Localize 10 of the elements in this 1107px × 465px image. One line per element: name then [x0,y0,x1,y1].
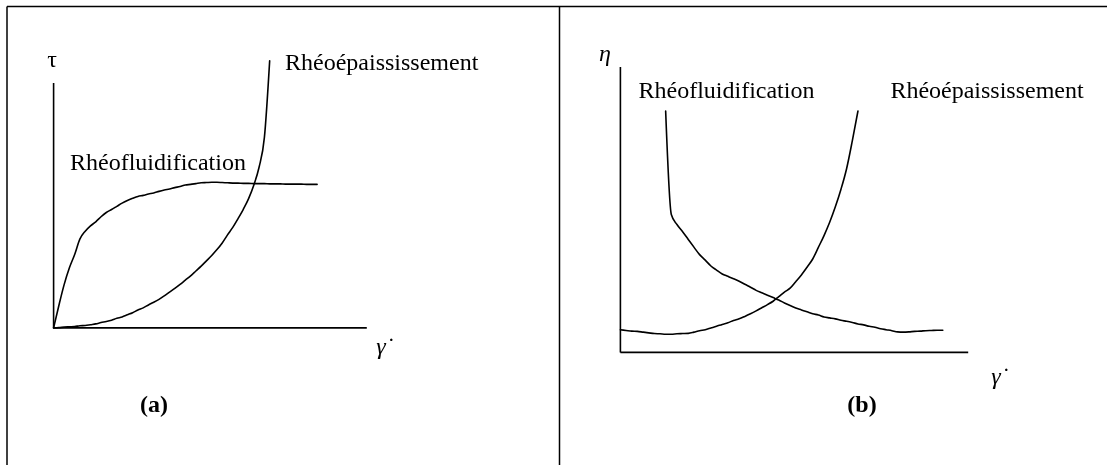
text: (b) [847,391,877,417]
text: (a) [140,391,168,417]
series-label: Rhéoépaississement [285,49,479,75]
x-axis-title: γ̇ [376,333,393,359]
series-label: Rhéofluidification [70,149,246,175]
series-label: Rhéoépaississement [890,77,1085,103]
series-label: Rhéofluidification [638,77,815,103]
y-axis-title: τ [47,46,58,72]
x-axis-title: γ̇ [991,363,1008,389]
y-axis-title: η [599,40,611,66]
